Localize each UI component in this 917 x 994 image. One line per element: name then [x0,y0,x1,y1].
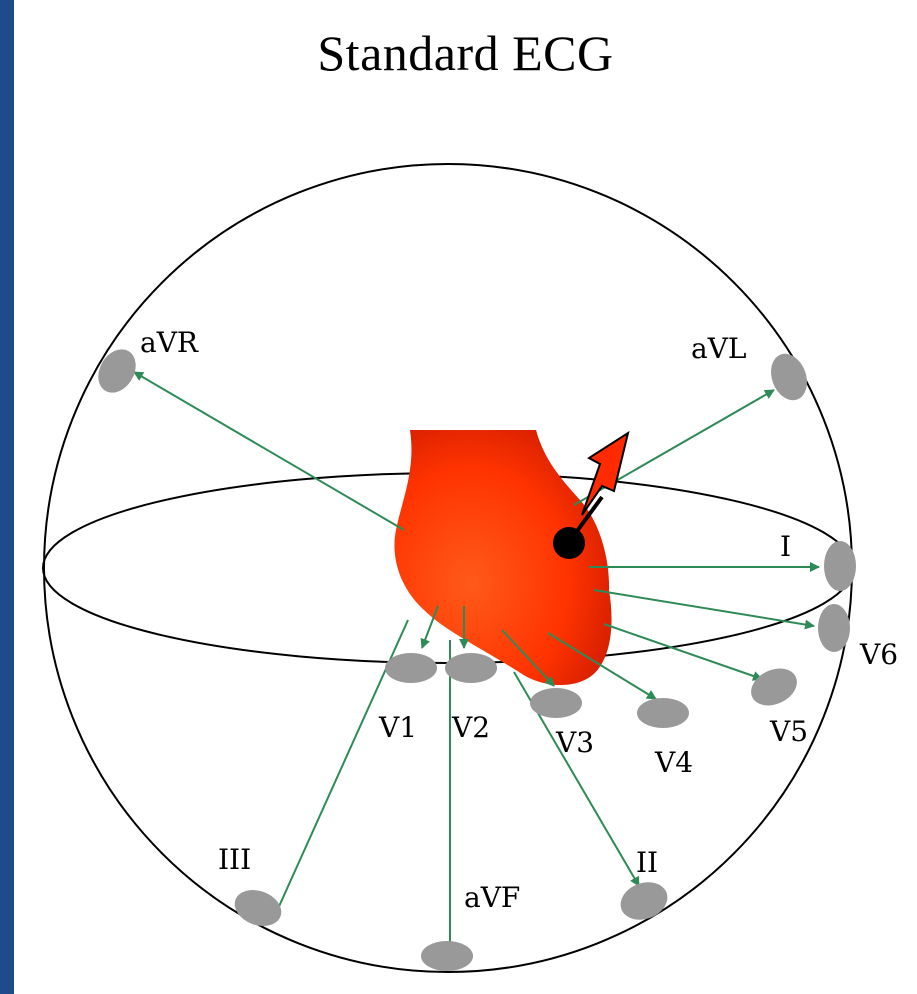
ecg-diagram: aVR aVL I V6 V5 V4 V3 V2 V1 III aVF II [42,163,898,973]
electrode-v1 [385,653,437,683]
label-avl: aVL [691,332,747,365]
label-iii: III [218,843,251,876]
label-v3: V3 [555,726,594,759]
electrode-v2 [445,653,497,683]
electrode-v6 [818,604,850,652]
lead-arrow-v1 [420,605,439,649]
electrode-v3 [530,688,582,718]
label-v6: V6 [859,638,898,671]
label-v4: V4 [654,746,693,779]
cardiac-vector-origin [553,527,585,559]
diagram-title: Standard ECG [317,25,614,81]
electrode-i [824,541,856,591]
diagram-panel: Standard ECG [14,0,917,994]
lead-arrow-v4 [547,632,657,700]
electrode-v4 [637,698,689,728]
label-v1: V1 [378,711,417,744]
electrode-avl [771,353,807,401]
electrode-ii [620,882,668,920]
label-i: I [780,530,791,563]
label-v2: V2 [451,711,490,744]
lead-arrow-avr [133,371,405,531]
label-avf: aVF [464,881,520,914]
electrode-iii [234,890,282,926]
lead-arrow-v6 [593,589,815,630]
cardiac-vector-arrowhead [581,430,630,516]
lead-arrow-v3 [501,629,555,687]
heart-shape [394,430,612,686]
label-avr: aVR [140,326,199,359]
electrodes [98,349,856,971]
electrode-v5 [751,668,797,706]
electrode-avr [98,349,136,393]
label-ii: II [636,846,658,879]
electrode-avf [421,941,473,971]
label-v5: V5 [769,715,808,748]
lead-arrow-v5 [603,623,763,681]
